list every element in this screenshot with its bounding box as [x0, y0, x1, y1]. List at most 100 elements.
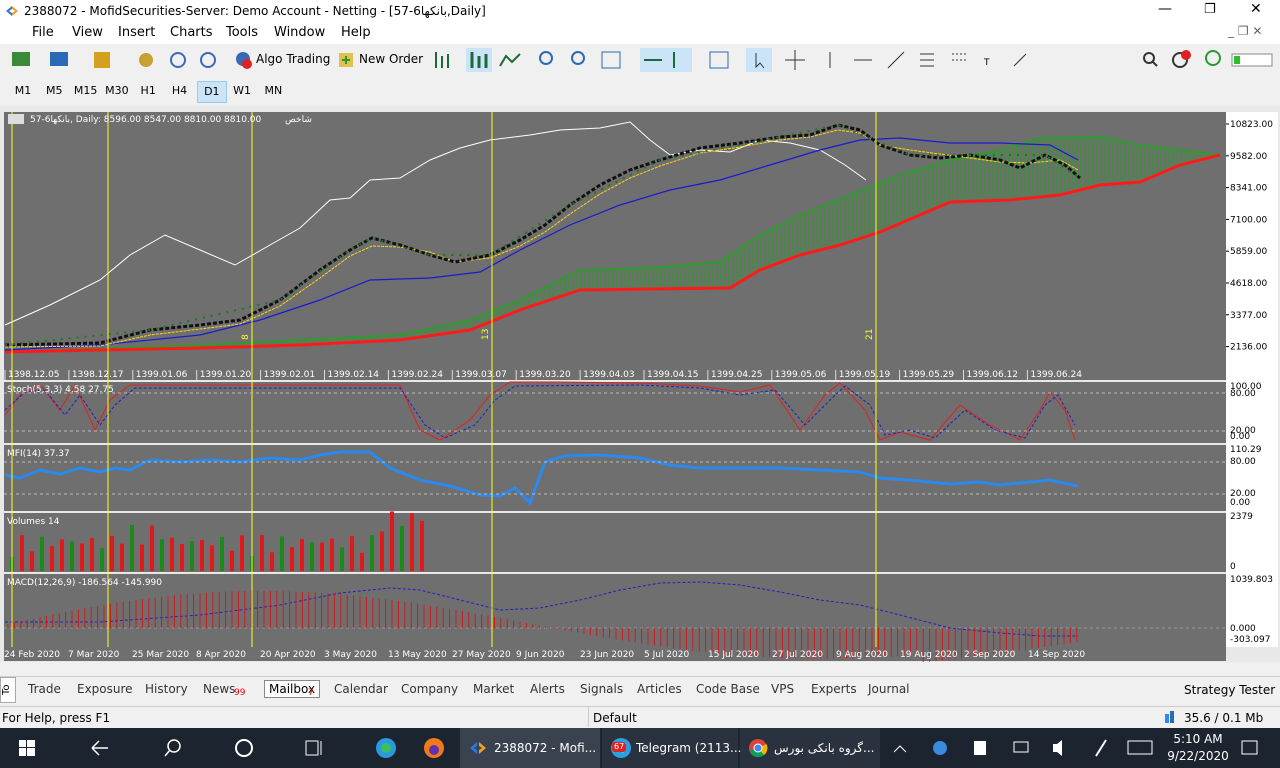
hijri-date: 1399.02.01	[264, 370, 316, 380]
mdi-buttons[interactable]: _ ❐ ✕	[1228, 24, 1263, 38]
date-label: 23 Jun 2020	[580, 650, 634, 660]
volume-bar	[30, 551, 34, 571]
date-label: 2 Sep 2020	[964, 650, 1016, 660]
hijri-date: 1399.04.15	[647, 370, 699, 380]
timeframe-button[interactable]: M30	[105, 84, 129, 97]
volume-bar	[130, 525, 134, 571]
tab[interactable]: History	[145, 682, 188, 696]
price-label: 9582.00	[1230, 152, 1267, 162]
volume-bar	[170, 537, 174, 571]
tab[interactable]: Trade	[28, 682, 61, 696]
date-label: 8 Apr 2020	[196, 650, 246, 660]
stoch-pane	[4, 382, 1226, 443]
level-label: 0.00	[1230, 498, 1250, 508]
mailbox-badge: 7	[308, 688, 314, 698]
menu-item[interactable]: Insert	[118, 25, 156, 40]
volume-bar	[20, 535, 24, 571]
taskbar: 2388072 - Mofi... 67 Telegram (2113... گر…	[0, 728, 1280, 768]
tab[interactable]: Calendar	[334, 682, 388, 696]
level-label: 0.00	[1230, 432, 1250, 442]
window-title: 2388072 - MofidSecurities-Server: Demo A…	[24, 4, 486, 18]
hijri-date: 1399.05.29	[903, 370, 955, 380]
tab[interactable]: News	[203, 682, 236, 696]
notifications-icon[interactable]	[1240, 738, 1260, 758]
tab[interactable]: Experts	[811, 682, 857, 696]
chart-window: 57-6بانکها, Daily: 8596.00 8547.00 8810.…	[0, 106, 1280, 662]
volume-bar	[120, 543, 124, 571]
chart-header: 57-6بانکها, Daily: 8596.00 8547.00 8810.…	[30, 115, 262, 125]
timeframe-button[interactable]: H1	[140, 84, 156, 97]
menu-item[interactable]: Tools	[226, 25, 259, 40]
menu-item[interactable]: View	[72, 25, 103, 40]
volume-bar	[60, 539, 64, 571]
connection-icon	[1165, 711, 1174, 723]
tab[interactable]: Articles	[637, 682, 682, 696]
tab[interactable]: Signals	[580, 682, 624, 696]
svg-text:T: T	[983, 58, 990, 68]
timeframe-button[interactable]: M5	[46, 84, 63, 97]
volume-bar	[300, 538, 304, 571]
task-mt5[interactable]: 2388072 - Mofi...	[460, 728, 600, 768]
volume-bar	[220, 536, 224, 571]
price-label: 4618.00	[1230, 279, 1267, 289]
indicator-label: Volumes 14	[7, 517, 60, 527]
menu-item[interactable]: Charts	[170, 25, 213, 40]
vline-label: 21	[865, 329, 875, 340]
timeframe-button[interactable]: H4	[171, 84, 188, 97]
volume-bar	[50, 546, 54, 571]
hijri-date: 1399.01.20	[200, 370, 252, 380]
timeframe-button[interactable]: D1	[196, 81, 227, 103]
menu-item[interactable]: Help	[341, 25, 371, 40]
timeframe-button[interactable]: W1	[233, 84, 252, 97]
taskbar-icons	[19, 738, 444, 758]
menu-item[interactable]: File	[32, 25, 54, 40]
tab[interactable]: Alerts	[530, 682, 565, 696]
volume-bar	[400, 525, 404, 571]
new-order-button[interactable]: New Order	[359, 52, 424, 66]
algo-trading-button[interactable]: Algo Trading	[256, 52, 331, 66]
volume-bar	[390, 511, 394, 571]
profile: Default	[593, 711, 637, 725]
maximize-button[interactable]: ❐	[1204, 2, 1216, 17]
tab[interactable]: Journal	[868, 682, 910, 696]
timeframe-button[interactable]: M15	[73, 84, 98, 97]
date-label: 25 Mar 2020	[132, 650, 189, 660]
status-bar: For Help, press F1 Default 35.6 / 0.1 Mb	[0, 706, 1280, 729]
mfi-drawing	[4, 450, 1079, 506]
tab[interactable]: Code Base	[696, 682, 760, 696]
task-chrome[interactable]: گروه بانکی بورس...	[740, 728, 880, 768]
tab[interactable]: VPS	[771, 682, 795, 696]
tab[interactable]: Company	[401, 682, 459, 696]
menu-item[interactable]: Window	[274, 25, 326, 40]
date-label: 24 Feb 2020	[4, 650, 60, 660]
hijri-date: 1399.06.24	[1030, 370, 1082, 380]
level-label: 110.29	[1230, 445, 1262, 455]
traffic: 35.6 / 0.1 Mb	[1184, 711, 1264, 725]
timeframe-button[interactable]: M1	[14, 84, 32, 97]
timeframe-button[interactable]: MN	[264, 84, 283, 97]
minimize-button[interactable]: —	[1158, 1, 1172, 17]
close-button[interactable]: ✕	[1250, 1, 1262, 17]
toolbar-icons	[12, 52, 216, 68]
level-label: 2379	[1230, 512, 1253, 522]
news-badge: 99	[234, 688, 246, 698]
volume-bar	[410, 513, 414, 571]
tab[interactable]: Mailbox	[264, 680, 321, 698]
volume-bar	[270, 552, 274, 571]
volume-bar	[280, 536, 284, 571]
hijri-date: 1398.12.05	[8, 370, 60, 380]
indicator-label: MACD(12,26,9) -186.564 -145.990	[7, 578, 162, 588]
strategy-tester-tab[interactable]: Strategy Tester	[1184, 683, 1276, 697]
price-label: 3377.00	[1230, 311, 1267, 321]
price-label: 10823.00	[1230, 120, 1273, 130]
tab[interactable]: Exposure	[77, 682, 133, 696]
price-axis	[1226, 112, 1278, 647]
main-chart-drawing	[4, 121, 1221, 354]
task-telegram[interactable]: 67 Telegram (2113...	[602, 728, 741, 768]
tab[interactable]: Market	[473, 682, 515, 696]
level-label: 20.00	[1230, 426, 1256, 436]
toolbox-label[interactable]: To	[0, 677, 16, 703]
level-label: 100.00	[1230, 382, 1262, 392]
date-label: 13 May 2020	[388, 650, 447, 660]
volume-bar	[310, 542, 314, 571]
